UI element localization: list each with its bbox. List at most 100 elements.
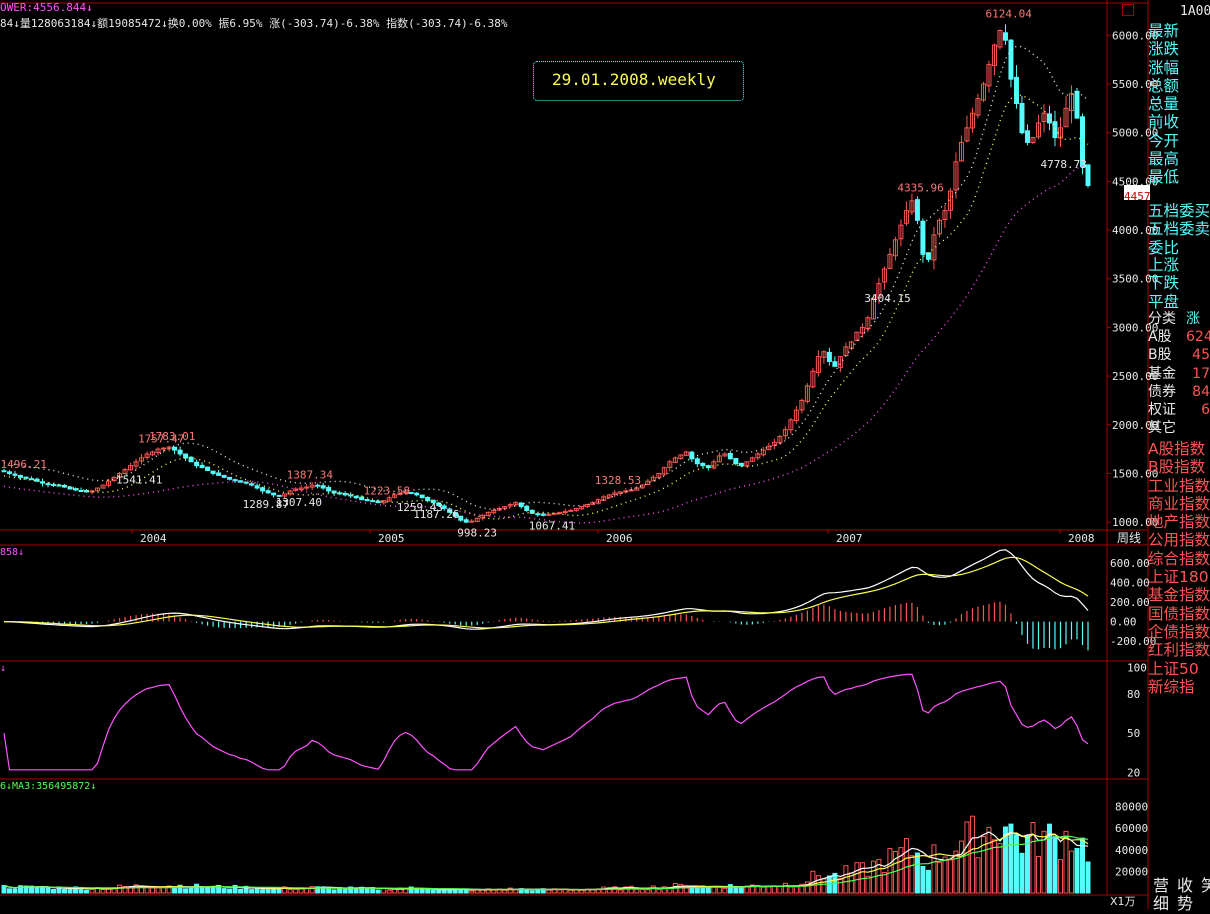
candle-body — [282, 493, 288, 497]
bottom-tab[interactable]: 营 — [1153, 876, 1170, 895]
volume-bar — [375, 889, 381, 894]
bottom-tab[interactable]: 笑 — [1201, 876, 1210, 895]
volume-bar — [1, 884, 7, 894]
index-item[interactable]: 商业指数 — [1148, 494, 1210, 513]
candle-body — [1024, 130, 1030, 143]
volume-bar — [430, 889, 436, 894]
candle-body — [238, 480, 244, 483]
bottom-tab[interactable]: 细 — [1153, 894, 1170, 913]
candle-body — [535, 513, 541, 516]
candle-body — [441, 505, 447, 509]
index-item[interactable]: 地产指数 — [1148, 513, 1210, 532]
candle-body — [298, 487, 304, 491]
vol-tick-20000: 20000 — [1115, 865, 1148, 878]
bottom-tabs[interactable]: 营收笑细势 — [1150, 872, 1210, 913]
candle-body — [859, 326, 865, 334]
index-item[interactable]: 上证180 — [1148, 568, 1209, 587]
volume-bar — [122, 886, 128, 894]
candlestick-series[interactable] — [1, 24, 1091, 524]
candle-body — [782, 429, 788, 437]
candle-body — [1019, 102, 1025, 134]
price-label-1187.26: 1187.26 — [413, 508, 459, 521]
period-label: 周线 — [1117, 531, 1141, 545]
candle-body — [612, 492, 618, 496]
row-value: 624 — [1186, 329, 1210, 346]
volume-bar — [568, 889, 574, 894]
volume-bar — [683, 887, 689, 894]
macd-header: 858↓ — [0, 547, 24, 558]
index-item[interactable]: 企债指数 — [1148, 622, 1210, 641]
candle-body — [117, 472, 123, 478]
candle-body — [843, 346, 849, 357]
volume-bar — [1002, 826, 1008, 894]
index-item[interactable]: 工业指数 — [1148, 476, 1210, 495]
index-item[interactable]: 综合指数 — [1148, 549, 1210, 568]
index-item[interactable]: A股指数 — [1148, 440, 1206, 458]
index-item[interactable]: 上证50 — [1148, 659, 1199, 678]
quote-label: 总量 — [1148, 95, 1180, 114]
volume-bar — [425, 889, 431, 894]
index-item[interactable]: 基金指数 — [1148, 586, 1210, 605]
index-item[interactable]: 新综指 — [1148, 677, 1195, 696]
volume-bar — [529, 890, 535, 894]
candle-body — [331, 490, 337, 494]
candle-body — [980, 83, 986, 101]
price-label-1496.21: 1496.21 — [1, 458, 47, 471]
volume-bar — [1074, 847, 1080, 894]
mid-envelope — [3, 94, 1089, 520]
candle-body — [733, 457, 739, 465]
candle-body — [925, 252, 931, 260]
candle-body — [815, 356, 821, 374]
volume-bar — [18, 885, 24, 894]
index-item[interactable]: 公用指数 — [1148, 531, 1210, 550]
volume-bar — [925, 869, 931, 894]
volume-bar — [975, 857, 981, 894]
candle-body — [793, 409, 799, 422]
volume-bar — [749, 884, 755, 894]
oscillator-panel[interactable]: 20 50 80 100 ↓ — [0, 662, 1147, 780]
volume-bar — [238, 888, 244, 894]
candle-body — [216, 472, 222, 476]
candle-body — [491, 509, 497, 514]
bottom-tab[interactable]: 收 — [1177, 876, 1194, 895]
candle-body — [188, 456, 194, 463]
volume-bar — [980, 836, 986, 894]
candle-body — [51, 484, 57, 487]
volume-bar — [854, 862, 860, 894]
candle-body — [496, 507, 502, 511]
volume-bar — [881, 871, 887, 894]
candle-body — [1041, 112, 1047, 122]
volume-panel[interactable]: 20000 40000 60000 80000 6↓MA3:356495872↓ X1万 — [0, 781, 1148, 908]
volume-bar — [51, 889, 57, 894]
y-tick-label-2000: 2000.00 — [1112, 419, 1158, 432]
candle-body — [964, 127, 970, 142]
y-tick-label-1500: 1500.00 — [1112, 467, 1158, 480]
volume-bar — [821, 878, 827, 894]
candle-body — [210, 470, 216, 474]
volume-bar — [100, 888, 106, 894]
candle-body — [727, 453, 733, 460]
volume-bar — [986, 826, 992, 894]
candle-body — [67, 486, 73, 490]
index-item[interactable]: B股指数 — [1148, 458, 1206, 477]
index-item[interactable]: 红利指数 — [1148, 641, 1210, 660]
candle-body — [557, 511, 563, 515]
volume-bar — [942, 856, 948, 894]
candle-body — [1013, 76, 1019, 104]
panel-settings-icon[interactable] — [1122, 4, 1134, 16]
osc-tick-50: 50 — [1127, 727, 1140, 740]
macd-panel[interactable]: -200.00 0.00 200.00 400.00 600.00 858↓ — [0, 547, 1156, 651]
volume-bar — [799, 883, 805, 894]
volume-bar — [601, 886, 607, 894]
volume-bar — [507, 887, 513, 894]
quote-label: 涨跌 — [1148, 40, 1180, 59]
volume-bar — [964, 821, 970, 894]
volume-bar — [84, 889, 90, 894]
candle-body — [1030, 137, 1036, 144]
index-list[interactable]: A股指数 B股指数 工业指数 商业指数 地产指数 公用指数 综合指数 上证180 基金指数 国债指… — [1148, 440, 1210, 696]
volume-bar — [469, 890, 475, 894]
index-item[interactable]: 国债指数 — [1148, 604, 1210, 623]
quote-label: 最新 — [1148, 22, 1180, 40]
bottom-tab[interactable]: 势 — [1177, 894, 1194, 913]
candle-body — [133, 461, 139, 467]
